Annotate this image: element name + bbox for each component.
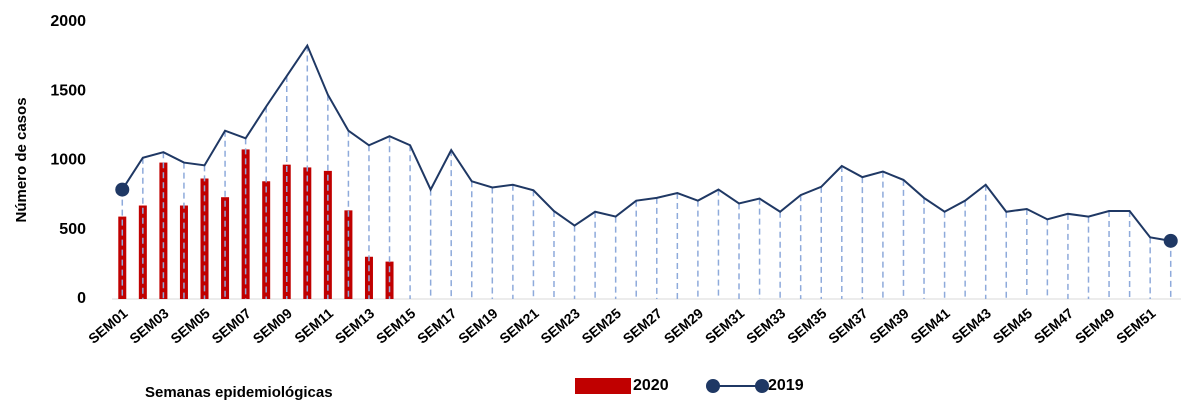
x-tick-label: SEM27 xyxy=(620,305,666,347)
x-tick-label: SEM15 xyxy=(373,305,419,347)
legend-swatch xyxy=(575,378,631,394)
y-tick-label: 500 xyxy=(59,221,86,238)
x-axis-label: Semanas epidemiológicas xyxy=(145,384,333,401)
legend-label: 2019 xyxy=(768,377,804,394)
y-tick-label: 1000 xyxy=(50,152,86,169)
x-tick-label: SEM23 xyxy=(537,305,583,347)
bar xyxy=(303,167,312,299)
x-tick-label: SEM41 xyxy=(907,305,953,347)
bar xyxy=(159,162,168,299)
bar xyxy=(179,205,188,299)
x-tick-label: SEM17 xyxy=(414,305,460,347)
x-tick-label: SEM01 xyxy=(85,305,131,347)
legend-label: 2020 xyxy=(633,377,669,394)
legend-swatch xyxy=(755,379,769,393)
x-tick-label: SEM31 xyxy=(702,305,748,347)
y-axis-label: Número de casos xyxy=(13,97,30,222)
line xyxy=(121,43,1171,242)
x-tick-label: SEM03 xyxy=(126,305,172,347)
bar xyxy=(221,197,230,299)
x-tick-label: SEM47 xyxy=(1031,305,1077,347)
x-tick-label: SEM39 xyxy=(866,305,912,347)
y-tick-label: 1500 xyxy=(50,82,86,99)
x-tick-label: SEM21 xyxy=(496,305,542,347)
y-tick-label: 0 xyxy=(77,290,86,307)
x-tick-label: SEM09 xyxy=(250,305,296,347)
x-tick-label: SEM13 xyxy=(332,305,378,347)
x-tick-label: SEM51 xyxy=(1113,305,1159,347)
x-tick-label: SEM29 xyxy=(661,305,707,347)
legend-swatch xyxy=(706,379,720,393)
x-tick-label: SEM43 xyxy=(949,305,995,347)
x-tick-label: SEM05 xyxy=(167,305,213,347)
x-tick-label: SEM37 xyxy=(825,305,871,347)
x-tick-label: SEM35 xyxy=(784,305,830,347)
bar xyxy=(118,216,127,299)
y-tick-label: 2000 xyxy=(50,13,86,30)
marker xyxy=(115,182,130,197)
x-tick-label: SEM07 xyxy=(208,305,254,347)
x-tick-label: SEM33 xyxy=(743,305,789,347)
x-tick-label: SEM25 xyxy=(579,305,625,347)
x-tick-label: SEM19 xyxy=(455,305,501,347)
marker xyxy=(1163,233,1178,248)
x-tick-label: SEM11 xyxy=(291,305,336,346)
x-tick-label: SEM45 xyxy=(990,305,1036,347)
x-tick-label: SEM49 xyxy=(1072,305,1118,347)
